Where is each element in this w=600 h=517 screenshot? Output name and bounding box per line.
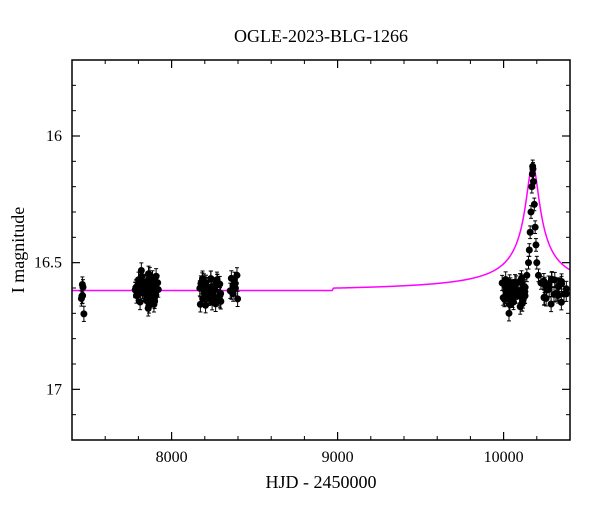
chart-svg: 8000 9000 10000 16 16.5 17 OGLE-2023-BLG-1266 H…	[0, 0, 600, 512]
light-curve-chart: 8000 9000 10000 16 16.5 17 OGLE-2023-BLG-1266 H…	[0, 0, 600, 512]
x-axis-label: HJD - 2450000	[266, 472, 377, 492]
x-tick-label: 9000	[322, 449, 354, 466]
y-tick-label: 17	[46, 381, 62, 398]
x-tick-label: 8000	[156, 449, 188, 466]
chart-title: OGLE-2023-BLG-1266	[234, 26, 408, 46]
y-tick-label: 16	[46, 128, 62, 145]
x-tick-label: 10000	[484, 449, 524, 466]
y-tick-label: 16.5	[34, 255, 62, 272]
y-axis-label: I magnitude	[8, 207, 28, 293]
